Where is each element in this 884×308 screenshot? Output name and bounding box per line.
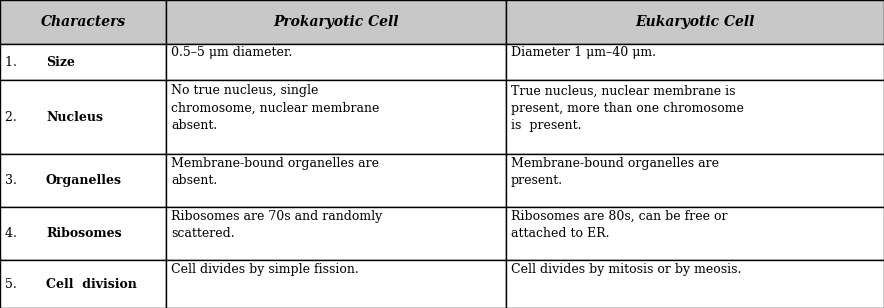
Text: 5.: 5. bbox=[5, 278, 25, 290]
Text: 3.: 3. bbox=[5, 174, 25, 187]
Bar bbox=[166, 80, 506, 154]
Text: Nucleus: Nucleus bbox=[46, 111, 103, 124]
Text: 2.: 2. bbox=[5, 111, 25, 124]
Bar bbox=[506, 80, 884, 154]
Bar bbox=[506, 44, 884, 80]
Text: Size: Size bbox=[46, 56, 75, 69]
Bar bbox=[166, 80, 506, 154]
Text: Membrane-bound organelles are
present.: Membrane-bound organelles are present. bbox=[511, 157, 719, 187]
Bar bbox=[506, 0, 884, 44]
Bar bbox=[506, 154, 884, 207]
Bar bbox=[166, 154, 506, 207]
Bar bbox=[166, 207, 506, 260]
Bar bbox=[166, 0, 506, 44]
Bar bbox=[0, 44, 166, 80]
Text: Cell divides by mitosis or by meosis.: Cell divides by mitosis or by meosis. bbox=[511, 263, 742, 276]
Bar bbox=[0, 0, 166, 44]
Bar bbox=[166, 0, 506, 44]
Bar bbox=[506, 260, 884, 308]
Text: Ribosomes: Ribosomes bbox=[46, 227, 122, 240]
Bar bbox=[0, 207, 166, 260]
Text: 1.: 1. bbox=[5, 56, 25, 69]
Text: Ribosomes are 80s, can be free or
attached to ER.: Ribosomes are 80s, can be free or attach… bbox=[511, 210, 728, 241]
Bar bbox=[0, 0, 166, 44]
Bar bbox=[0, 154, 166, 207]
Bar bbox=[506, 207, 884, 260]
Text: Prokaryotic Cell: Prokaryotic Cell bbox=[273, 15, 399, 29]
Bar bbox=[506, 0, 884, 44]
Bar bbox=[0, 260, 166, 308]
Text: 4.: 4. bbox=[5, 227, 25, 240]
Bar bbox=[166, 260, 506, 308]
Text: Ribosomes are 70s and randomly
scattered.: Ribosomes are 70s and randomly scattered… bbox=[171, 210, 383, 241]
Bar bbox=[0, 80, 166, 154]
Bar bbox=[166, 44, 506, 80]
Text: Organelles: Organelles bbox=[46, 174, 122, 187]
Bar bbox=[0, 80, 166, 154]
Text: True nucleus, nuclear membrane is
present, more than one chromosome
is  present.: True nucleus, nuclear membrane is presen… bbox=[511, 84, 743, 132]
Text: No true nucleus, single
chromosome, nuclear membrane
absent.: No true nucleus, single chromosome, nucl… bbox=[171, 84, 380, 132]
Bar bbox=[506, 154, 884, 207]
Bar bbox=[506, 80, 884, 154]
Bar bbox=[0, 260, 166, 308]
Text: Eukaryotic Cell: Eukaryotic Cell bbox=[635, 15, 755, 29]
Bar bbox=[506, 207, 884, 260]
Bar bbox=[506, 44, 884, 80]
Bar bbox=[0, 44, 166, 80]
Text: Characters: Characters bbox=[41, 15, 126, 29]
Bar bbox=[166, 207, 506, 260]
Text: Membrane-bound organelles are
absent.: Membrane-bound organelles are absent. bbox=[171, 157, 379, 187]
Text: 0.5–5 μm diameter.: 0.5–5 μm diameter. bbox=[171, 47, 293, 59]
Bar bbox=[166, 44, 506, 80]
Text: Cell  division: Cell division bbox=[46, 278, 137, 290]
Bar bbox=[166, 260, 506, 308]
Bar bbox=[506, 260, 884, 308]
Bar bbox=[0, 207, 166, 260]
Text: Cell divides by simple fission.: Cell divides by simple fission. bbox=[171, 263, 359, 276]
Bar bbox=[166, 154, 506, 207]
Text: Diameter 1 μm–40 μm.: Diameter 1 μm–40 μm. bbox=[511, 47, 656, 59]
Bar bbox=[0, 154, 166, 207]
